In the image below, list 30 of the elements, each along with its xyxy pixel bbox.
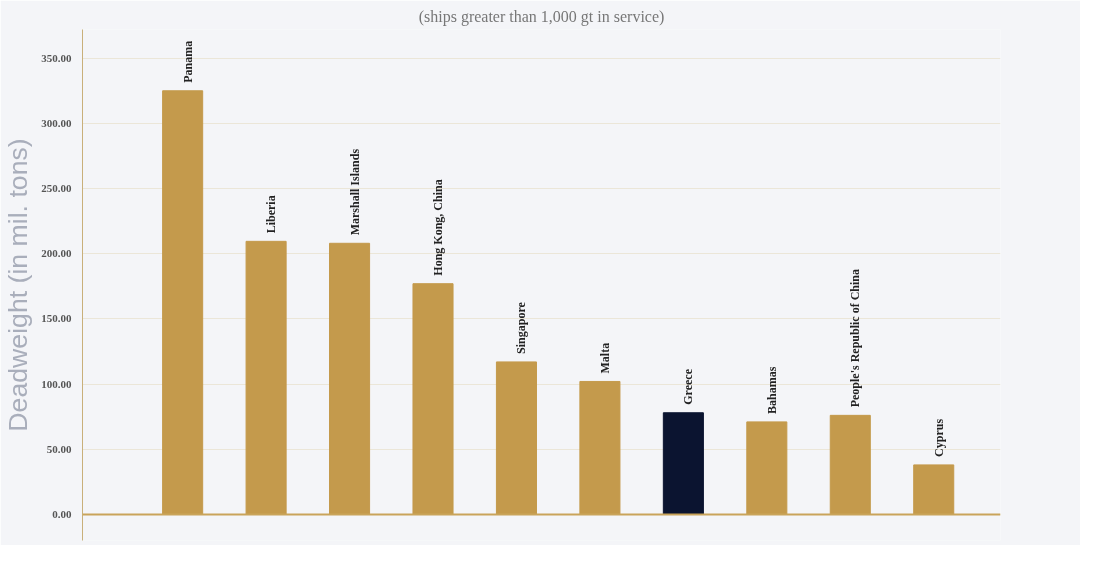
x-tick-label: Hong Kong, China: [431, 179, 446, 276]
y-tick-label: 250.00: [41, 182, 72, 195]
bar: [579, 380, 621, 515]
bar: [329, 242, 371, 515]
y-tick-label: 300.00: [41, 116, 72, 129]
x-tick-label: Panama: [180, 40, 195, 83]
y-axis-title: Deadweight (in mil. tons): [3, 138, 34, 432]
x-tick-label: Greece: [681, 368, 696, 405]
bar: [746, 421, 788, 515]
bar: [662, 412, 704, 515]
x-tick-label: Malta: [597, 342, 612, 374]
x-tick-label: Bahamas: [764, 366, 779, 414]
y-tick-label: 100.00: [41, 377, 72, 390]
x-tick-label: Cyprus: [931, 418, 946, 457]
bar: [162, 90, 204, 515]
y-tick-label: 50.00: [46, 442, 72, 455]
y-tick-label: 200.00: [41, 247, 72, 260]
x-tick-label: Singapore: [514, 301, 529, 354]
chart-title: (ships greater than 1,000 gt in service): [418, 7, 665, 26]
bar: [913, 464, 955, 515]
bar: [245, 240, 287, 515]
bar: [495, 361, 537, 515]
y-tick-label: 350.00: [41, 51, 72, 64]
y-tick-label: 0.00: [52, 507, 72, 520]
x-tick-label: Marshall Islands: [347, 148, 362, 236]
bar: [412, 283, 454, 515]
y-tick-label: 150.00: [41, 312, 72, 325]
x-tick-label: People's Republic of China: [848, 269, 863, 408]
x-tick-label: Liberia: [264, 195, 279, 234]
bar: [829, 414, 871, 515]
